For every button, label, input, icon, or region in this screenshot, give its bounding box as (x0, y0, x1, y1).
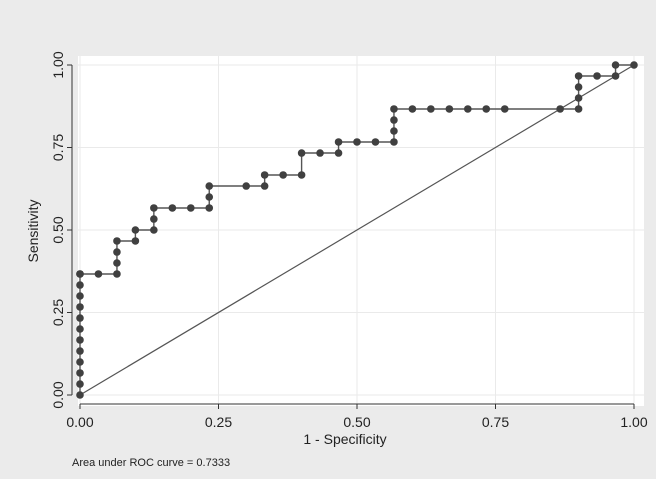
roc-point (150, 215, 158, 223)
plot-area (78, 56, 644, 406)
roc-point (76, 281, 84, 289)
roc-point (76, 314, 84, 322)
roc-point (76, 270, 84, 278)
roc-point (316, 149, 324, 157)
reference-diagonal-line (79, 64, 635, 396)
y-tick-label: 0.50 (50, 216, 66, 243)
roc-point (187, 204, 195, 212)
y-tick-label: 0.75 (50, 134, 66, 161)
roc-point (371, 138, 380, 146)
y-tick-label: 0.25 (50, 299, 66, 326)
roc-point (76, 380, 84, 388)
roc-point (113, 270, 121, 278)
roc-point (76, 303, 84, 311)
grid-layer (78, 56, 644, 406)
roc-point (205, 182, 214, 190)
y-tick-label: 0.00 (50, 381, 66, 408)
roc-point (611, 72, 620, 80)
auc-note: Area under ROC curve = 0.7333 (72, 457, 230, 469)
x-tick-label: 0.75 (482, 414, 509, 430)
roc-point (390, 138, 398, 146)
roc-point (334, 149, 343, 157)
roc-point (390, 127, 398, 135)
roc-points (76, 61, 638, 399)
roc-point (76, 336, 84, 344)
y-tick-label: 1.00 (50, 51, 66, 78)
roc-point (260, 182, 269, 190)
roc-point (500, 105, 509, 113)
roc-point (353, 138, 361, 146)
roc-point (390, 116, 398, 124)
y-axis-title: Sensitivity (25, 199, 41, 262)
roc-point (334, 138, 343, 146)
axes-layer: 0.00 0.25 0.50 0.75 1.00 0.00 0.25 0.50 0.75 1.00 (50, 51, 648, 430)
roc-point (279, 171, 287, 179)
roc-point (574, 83, 583, 91)
roc-point (574, 94, 583, 102)
roc-point (390, 105, 398, 113)
roc-point (150, 204, 158, 212)
roc-point (131, 226, 140, 234)
roc-point (76, 292, 84, 300)
roc-point (574, 105, 583, 113)
roc-point (297, 171, 306, 179)
roc-point (574, 72, 583, 80)
roc-point (242, 182, 250, 190)
roc-point (76, 347, 84, 355)
roc-point (611, 61, 620, 69)
roc-point (113, 237, 121, 245)
roc-point (76, 358, 84, 366)
roc-point (205, 204, 214, 212)
roc-point (482, 105, 491, 113)
roc-point (76, 369, 84, 377)
roc-point (113, 248, 121, 256)
roc-point (76, 325, 84, 333)
x-tick-label: 0.50 (343, 414, 370, 430)
roc-point (297, 149, 306, 157)
roc-point (630, 61, 638, 69)
roc-point (113, 259, 121, 267)
x-axis-title: 1 - Specificity (303, 431, 386, 447)
roc-point (445, 105, 454, 113)
roc-point (593, 72, 601, 80)
roc-point (205, 193, 214, 201)
roc-point (556, 105, 564, 113)
roc-point (94, 270, 103, 278)
x-tick-label: 0.00 (66, 414, 93, 430)
roc-point (150, 226, 158, 234)
roc-point (76, 391, 84, 399)
roc-point (464, 105, 472, 113)
roc-point (427, 105, 435, 113)
roc-point (131, 237, 140, 245)
roc-point (168, 204, 177, 212)
roc-point (408, 105, 417, 113)
x-tick-label: 1.00 (620, 414, 647, 430)
roc-point (260, 171, 269, 179)
x-tick-label: 0.25 (205, 414, 232, 430)
